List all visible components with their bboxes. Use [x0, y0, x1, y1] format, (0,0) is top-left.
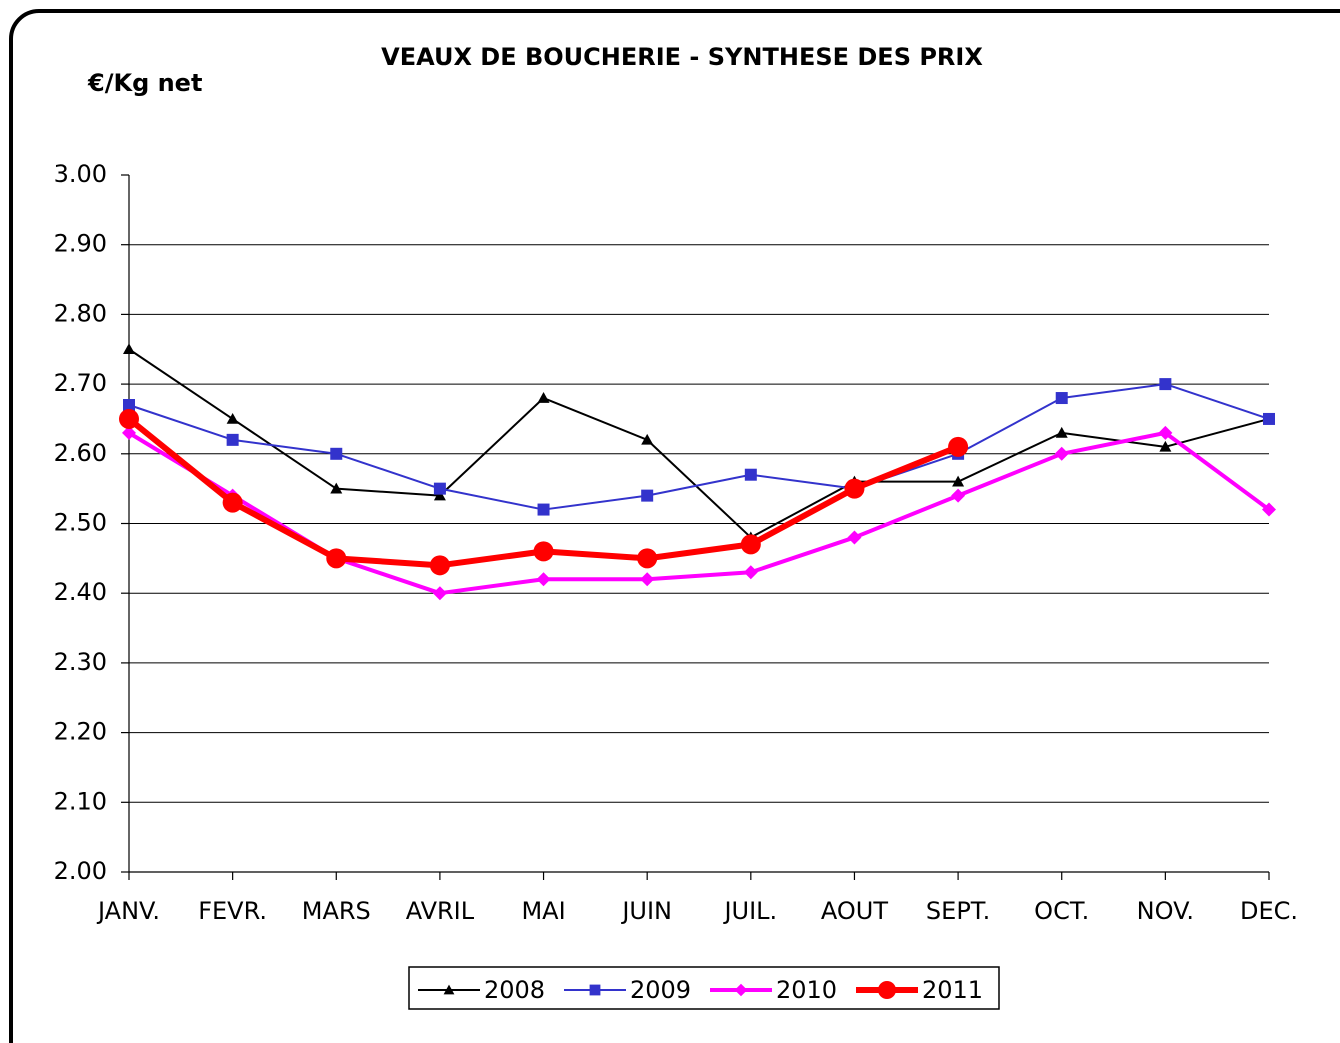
data-point: [948, 436, 969, 457]
legend-label: 2009: [630, 976, 691, 1004]
data-point: [226, 433, 239, 446]
x-tick-label: JANV.: [96, 897, 160, 925]
y-tick-label: 2.50: [54, 509, 107, 537]
x-tick-label: JUIL.: [722, 897, 777, 925]
series-line: [128, 348, 1270, 539]
y-tick-label: 2.10: [54, 787, 107, 815]
y-tick-label: 2.30: [54, 648, 107, 676]
x-tick-label: AVRIL: [406, 897, 475, 925]
data-point: [744, 468, 757, 481]
legend-marker: [443, 984, 455, 995]
data-point: [537, 392, 550, 403]
data-point: [740, 534, 761, 555]
data-point: [536, 572, 551, 587]
data-point: [641, 433, 654, 445]
data-point: [433, 489, 446, 501]
y-axis-label: €/Kg net: [87, 69, 202, 97]
legend-label: 2011: [922, 976, 983, 1004]
x-tick-label: NOV.: [1137, 897, 1194, 925]
data-point: [952, 475, 965, 487]
data-point: [1262, 502, 1276, 517]
y-tick-label: 2.90: [54, 230, 107, 258]
x-tick-label: MAI: [521, 897, 565, 925]
legend-marker: [878, 981, 896, 999]
x-tick-label: DEC.: [1240, 897, 1298, 925]
x-tick-label: OCT.: [1034, 897, 1089, 925]
y-tick-label: 2.60: [54, 439, 107, 467]
data-point: [533, 541, 554, 562]
data-point: [1055, 392, 1068, 405]
data-point: [951, 488, 966, 503]
data-point: [1055, 426, 1068, 438]
data-point: [844, 478, 865, 499]
data-point: [637, 548, 658, 569]
data-point: [847, 530, 862, 545]
data-point: [537, 503, 550, 516]
data-point: [1263, 412, 1275, 425]
data-point: [123, 343, 135, 355]
legend-label: 2008: [484, 976, 545, 1004]
data-point: [429, 555, 450, 576]
y-tick-label: 3.00: [54, 160, 107, 188]
series-line: [128, 383, 1270, 511]
x-tick-label: MARS: [302, 897, 371, 925]
legend-marker: [589, 984, 601, 996]
chart-title: VEAUX DE BOUCHERIE - SYNTHESE DES PRIX: [381, 43, 983, 71]
data-point: [1158, 425, 1173, 440]
y-tick-label: 2.00: [54, 857, 107, 885]
legend-label: 2010: [776, 976, 837, 1004]
x-tick-label: SEPT.: [926, 897, 990, 925]
data-point: [743, 565, 758, 580]
data-point: [123, 399, 135, 412]
x-tick-label: FEVR.: [198, 897, 267, 925]
y-tick-label: 2.20: [54, 718, 107, 746]
data-point: [326, 548, 347, 569]
y-tick-label: 2.70: [54, 369, 107, 397]
data-point: [432, 586, 447, 601]
y-tick-label: 2.80: [54, 299, 107, 327]
x-tick-label: AOUT: [821, 897, 888, 925]
data-point: [641, 489, 654, 502]
legend-marker: [734, 983, 748, 997]
data-point: [330, 447, 343, 460]
data-point: [433, 482, 446, 495]
data-point: [1159, 440, 1172, 452]
data-point: [1159, 378, 1172, 391]
x-tick-label: JUIN: [620, 897, 672, 925]
chart-frame: [9, 9, 1340, 1043]
data-point: [640, 572, 655, 587]
data-point: [330, 482, 343, 494]
y-tick-label: 2.40: [54, 578, 107, 606]
data-point: [1054, 446, 1069, 461]
data-point: [226, 412, 239, 424]
data-point: [222, 492, 243, 513]
data-point: [119, 408, 139, 429]
data-point: [122, 425, 136, 440]
